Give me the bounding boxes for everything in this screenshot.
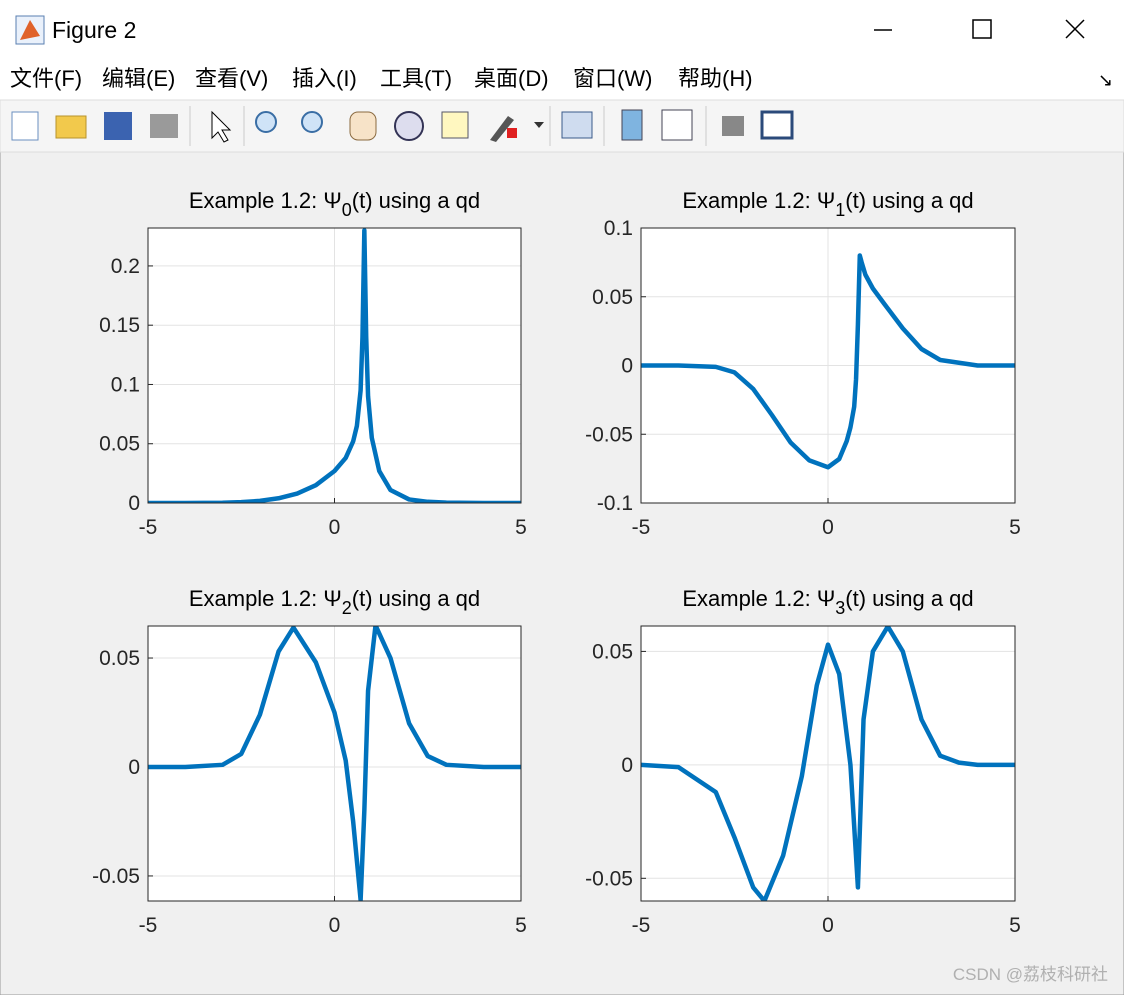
title-suffix: (t) using a qd (845, 586, 973, 611)
x-tick-label: 0 (329, 516, 341, 539)
y-tick-label: 0.15 (99, 314, 140, 337)
x-tick-label: -5 (139, 516, 158, 539)
x-tick-label: -5 (632, 516, 651, 539)
title-subscript: 1 (835, 200, 845, 220)
maximize-button[interactable] (972, 19, 992, 39)
x-tick-label: 0 (329, 914, 341, 937)
title-prefix: Example 1.2: Ψ (682, 586, 835, 611)
new-icon[interactable] (11, 111, 39, 141)
menu-item[interactable]: 工具(T) (380, 66, 452, 91)
axes-box (640, 625, 1016, 902)
open-icon[interactable] (55, 115, 87, 139)
y-tick-label: 0.1 (111, 373, 140, 396)
y-tick-label: 0.1 (604, 217, 633, 240)
menu-item[interactable]: 文件(F) (10, 66, 82, 91)
y-tick-label: -0.05 (585, 867, 633, 890)
y-tick-label: 0 (621, 355, 633, 378)
title-bar (0, 0, 1124, 56)
hide-tools-icon[interactable] (722, 116, 744, 136)
x-tick-label: -5 (139, 914, 158, 937)
save-icon[interactable] (104, 112, 132, 140)
y-tick-label: 0.05 (99, 647, 140, 670)
pointer-icon[interactable] (211, 110, 232, 143)
y-tick-label: 0 (128, 492, 140, 515)
y-tick-label: -0.05 (585, 423, 633, 446)
title-prefix: Example 1.2: Ψ (682, 188, 835, 213)
menu-item[interactable]: 编辑(E) (102, 66, 175, 91)
window-title: Figure 2 (52, 17, 136, 43)
pan-icon[interactable] (349, 111, 377, 141)
title-subscript: 0 (342, 200, 352, 220)
y-tick-label: -0.05 (92, 865, 140, 888)
toolbar-icons (11, 106, 794, 146)
link-icon[interactable] (561, 111, 593, 139)
zoom-out-icon[interactable] (301, 111, 323, 133)
subplot: -0.1 -0.05 0 0.05 0.1 -5 0 5 Example 1.2: Ψ1(t) … (585, 188, 1021, 539)
axes-box (147, 625, 522, 902)
show-tools-icon[interactable] (760, 110, 794, 140)
title-prefix: Example 1.2: Ψ (189, 586, 342, 611)
menu-item[interactable]: 帮助(H) (678, 66, 753, 91)
rotate-icon[interactable] (394, 111, 424, 141)
title-subscript: 2 (342, 598, 352, 618)
menu-item[interactable]: 窗口(W) (573, 66, 652, 91)
legend-icon[interactable] (661, 109, 693, 141)
menu-item[interactable]: 插入(I) (292, 66, 357, 91)
x-tick-label: 5 (1009, 516, 1021, 539)
axes-box (147, 227, 522, 504)
menu-item[interactable]: 查看(V) (195, 66, 268, 91)
y-tick-label: 0 (621, 754, 633, 777)
data-line (641, 253, 1015, 470)
data-line (148, 228, 521, 503)
close-button[interactable] (1065, 19, 1085, 39)
data-line (148, 626, 521, 901)
menu-dock-arrow[interactable]: ↘ (1098, 70, 1113, 90)
menu-bar (0, 56, 1124, 100)
x-tick-label: 5 (515, 914, 527, 937)
x-tick-label: -5 (632, 914, 651, 937)
title-prefix: Example 1.2: Ψ (189, 188, 342, 213)
subplot: -0.05 0 0.05 -5 0 5 Example 1.2: Ψ3(t) using a… (585, 586, 1021, 937)
title-suffix: (t) using a qd (845, 188, 973, 213)
colorbar-icon[interactable] (621, 109, 643, 141)
title-subscript: 3 (835, 598, 845, 618)
x-tick-label: 0 (822, 516, 834, 539)
x-tick-label: 5 (515, 516, 527, 539)
plot-lines (148, 228, 521, 503)
chart-title: Example 1.2: Ψ1(t) using a qd (682, 188, 973, 220)
data-line (641, 626, 1015, 901)
subplot: -0.05 0 0.05 -5 0 5 Example 1.2: Ψ2(t) using a… (92, 586, 527, 937)
datatip-icon[interactable] (441, 111, 469, 139)
title-suffix: (t) using a qd (352, 586, 480, 611)
brush-color (507, 128, 517, 138)
plot-lines (641, 253, 1015, 470)
plot-lines (148, 626, 521, 901)
y-tick-label: -0.1 (597, 492, 633, 515)
watermark: CSDN @荔枝科研社 (953, 965, 1108, 984)
chart-title: Example 1.2: Ψ0(t) using a qd (189, 188, 480, 220)
menu-items: 文件(F) 编辑(E) 查看(V) 插入(I) 工具(T) 桌面(D) 窗口(W) 帮助(H) (10, 66, 753, 91)
brush-dropdown[interactable] (534, 122, 544, 128)
y-tick-label: 0.05 (592, 640, 633, 663)
brush-icon[interactable] (490, 116, 514, 142)
menu-item[interactable]: 桌面(D) (474, 66, 549, 91)
y-tick-label: 0.05 (592, 286, 633, 309)
x-tick-label: 5 (1009, 914, 1021, 937)
title-suffix: (t) using a qd (352, 188, 480, 213)
axes-box (640, 227, 1016, 504)
app-icon-logo (20, 20, 40, 40)
y-tick-label: 0 (128, 756, 140, 779)
zoom-in-icon[interactable] (255, 111, 277, 133)
print-icon[interactable] (150, 114, 178, 138)
y-tick-label: 0.05 (99, 433, 140, 456)
x-tick-label: 0 (822, 914, 834, 937)
plot-lines (641, 626, 1015, 901)
chart-title: Example 1.2: Ψ2(t) using a qd (189, 586, 480, 618)
y-tick-label: 0.2 (111, 255, 140, 278)
chart-title: Example 1.2: Ψ3(t) using a qd (682, 586, 973, 618)
